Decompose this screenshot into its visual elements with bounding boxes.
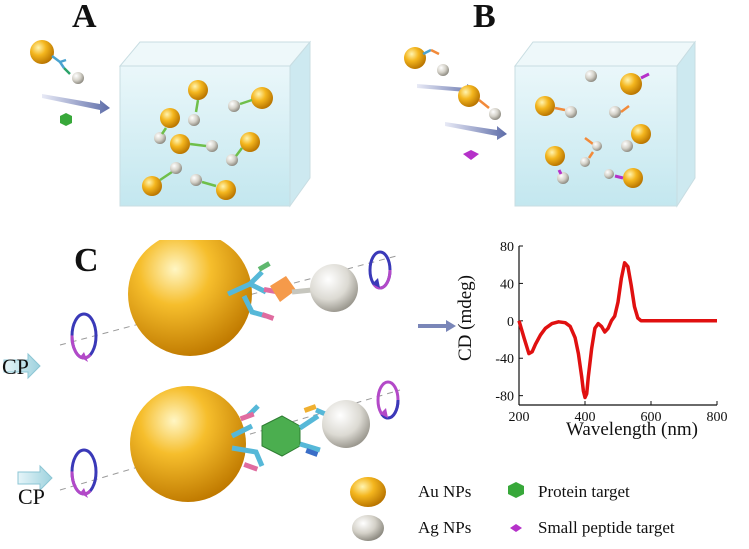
rotation-icon bbox=[376, 380, 400, 420]
legend-protein-swatch bbox=[508, 482, 524, 498]
panel-a-illustration bbox=[30, 40, 312, 208]
cp-arrow-icon bbox=[17, 464, 53, 492]
rotation-icon bbox=[368, 250, 392, 290]
legend-au-label: Au NPs bbox=[418, 482, 472, 501]
chart-x-tick-label: 400 bbox=[575, 410, 596, 425]
hapten-target-icon bbox=[270, 276, 296, 302]
cp-label-top: CP bbox=[2, 354, 29, 379]
rotation-icon bbox=[70, 312, 98, 362]
ag-nanoparticle bbox=[437, 64, 449, 76]
legend-ag-swatch bbox=[352, 515, 384, 541]
chart-arrow-icon bbox=[418, 320, 456, 332]
chart-x-tick-label: 200 bbox=[509, 410, 530, 425]
protein-target-icon bbox=[60, 113, 72, 126]
mixing-arrow-icon bbox=[445, 122, 507, 140]
legend-protein-label: Protein target bbox=[538, 482, 630, 501]
legend-ag-label: Ag NPs bbox=[418, 518, 472, 537]
cube-a-particles bbox=[142, 80, 273, 200]
cube-b-particles bbox=[535, 70, 651, 188]
cd-series-line bbox=[517, 261, 717, 400]
peptide-target-icon bbox=[463, 150, 479, 160]
rotation-icon bbox=[70, 448, 98, 498]
chart-x-tick-label: 800 bbox=[707, 410, 728, 425]
chart-y-tick-label: -40 bbox=[495, 352, 514, 367]
legend-peptide-label: Small peptide target bbox=[538, 518, 675, 537]
chart-y-tick-label: 40 bbox=[500, 277, 514, 292]
mixing-arrow-icon bbox=[42, 94, 110, 114]
ag-nanoparticle bbox=[72, 72, 84, 84]
chart-y-tick-label: 0 bbox=[507, 315, 514, 330]
cube-b bbox=[514, 40, 696, 208]
panel-label-a: A bbox=[72, 0, 97, 35]
mixing-arrow-icon bbox=[417, 84, 477, 96]
cp-label-bottom: CP bbox=[18, 484, 45, 509]
panel-c-illustration bbox=[3, 240, 401, 502]
panel-label-c: C bbox=[74, 242, 99, 279]
au-nanoparticle bbox=[404, 47, 426, 69]
legend-markers bbox=[350, 477, 524, 541]
panel-label-b: B bbox=[473, 0, 496, 35]
chart-x-tick-label: 600 bbox=[641, 410, 662, 425]
assembly-bottom bbox=[17, 380, 401, 502]
au-nanoparticle bbox=[30, 40, 54, 64]
legend-au-swatch bbox=[350, 477, 386, 507]
cp-arrow-icon bbox=[3, 352, 41, 380]
chart-xlabel: Wavelength (nm) bbox=[566, 419, 698, 440]
chart-ylabel: CD (mdeg) bbox=[455, 275, 476, 361]
protein-target-icon bbox=[261, 415, 301, 457]
chart-y-tick-label: 80 bbox=[500, 240, 514, 255]
chart-y-tick-label: -80 bbox=[495, 390, 514, 405]
legend-peptide-swatch bbox=[510, 524, 522, 532]
assembly-top bbox=[3, 240, 401, 380]
panel-b-illustration bbox=[404, 40, 696, 208]
